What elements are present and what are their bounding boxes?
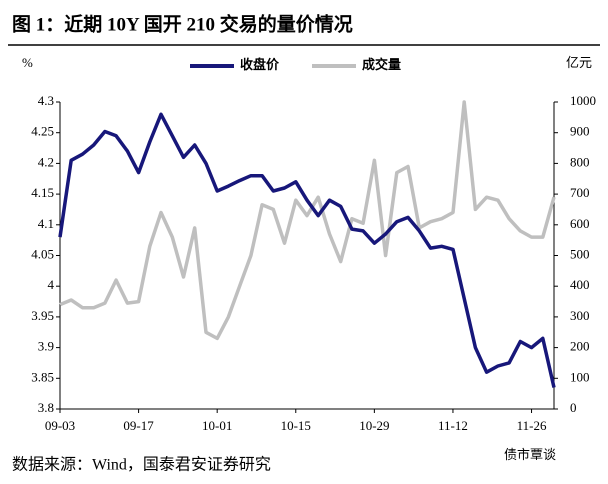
- y-tick-label: 3.9: [38, 339, 54, 354]
- y-tick-label: 4.15: [31, 185, 54, 200]
- y-tick-label: 3.8: [38, 400, 54, 415]
- chart-title: 图 1：近期 10Y 国开 210 交易的量价情况: [12, 12, 353, 35]
- x-tick-label: 09-17: [123, 418, 154, 433]
- y-tick-label: 4.3: [38, 93, 54, 108]
- x-tick-label: 11-12: [438, 418, 468, 433]
- y2-axis-label: 亿元: [566, 55, 592, 70]
- series-line: [58, 112, 556, 388]
- legend-label: 成交量: [362, 57, 401, 72]
- y-tick-label: 4: [48, 277, 55, 292]
- y2-tick-label: 100: [570, 369, 590, 384]
- y2-tick-label: 700: [570, 185, 590, 200]
- y2-tick-label: 1000: [570, 93, 596, 108]
- y2-tick-label: 500: [570, 246, 590, 261]
- y-tick-label: 4.2: [38, 154, 54, 169]
- y-axis-label: %: [22, 55, 33, 70]
- watermark: 债市覃谈: [504, 447, 556, 462]
- y2-tick-label: 800: [570, 154, 590, 169]
- y-tick-label: 4.05: [31, 246, 54, 261]
- x-tick-label: 09-03: [45, 418, 75, 433]
- x-tick-label: 10-15: [281, 418, 311, 433]
- y2-tick-label: 600: [570, 216, 590, 231]
- x-tick-label: 11-26: [517, 418, 547, 433]
- y2-tick-label: 900: [570, 124, 590, 139]
- y2-tick-label: 300: [570, 308, 590, 323]
- y-tick-label: 4.1: [38, 216, 54, 231]
- y2-tick-label: 200: [570, 339, 590, 354]
- x-tick-label: 10-29: [359, 418, 389, 433]
- source-note: 数据来源：Wind，国泰君安证券研究: [12, 456, 271, 474]
- x-tick-label: 10-01: [202, 418, 232, 433]
- y-tick-label: 3.95: [31, 308, 54, 323]
- y2-tick-label: 400: [570, 277, 590, 292]
- y2-tick-label: 0: [570, 400, 577, 415]
- series-line: [59, 100, 556, 341]
- y-tick-label: 3.85: [31, 369, 54, 384]
- y-tick-label: 4.25: [31, 124, 54, 139]
- legend-label: 收盘价: [240, 57, 280, 72]
